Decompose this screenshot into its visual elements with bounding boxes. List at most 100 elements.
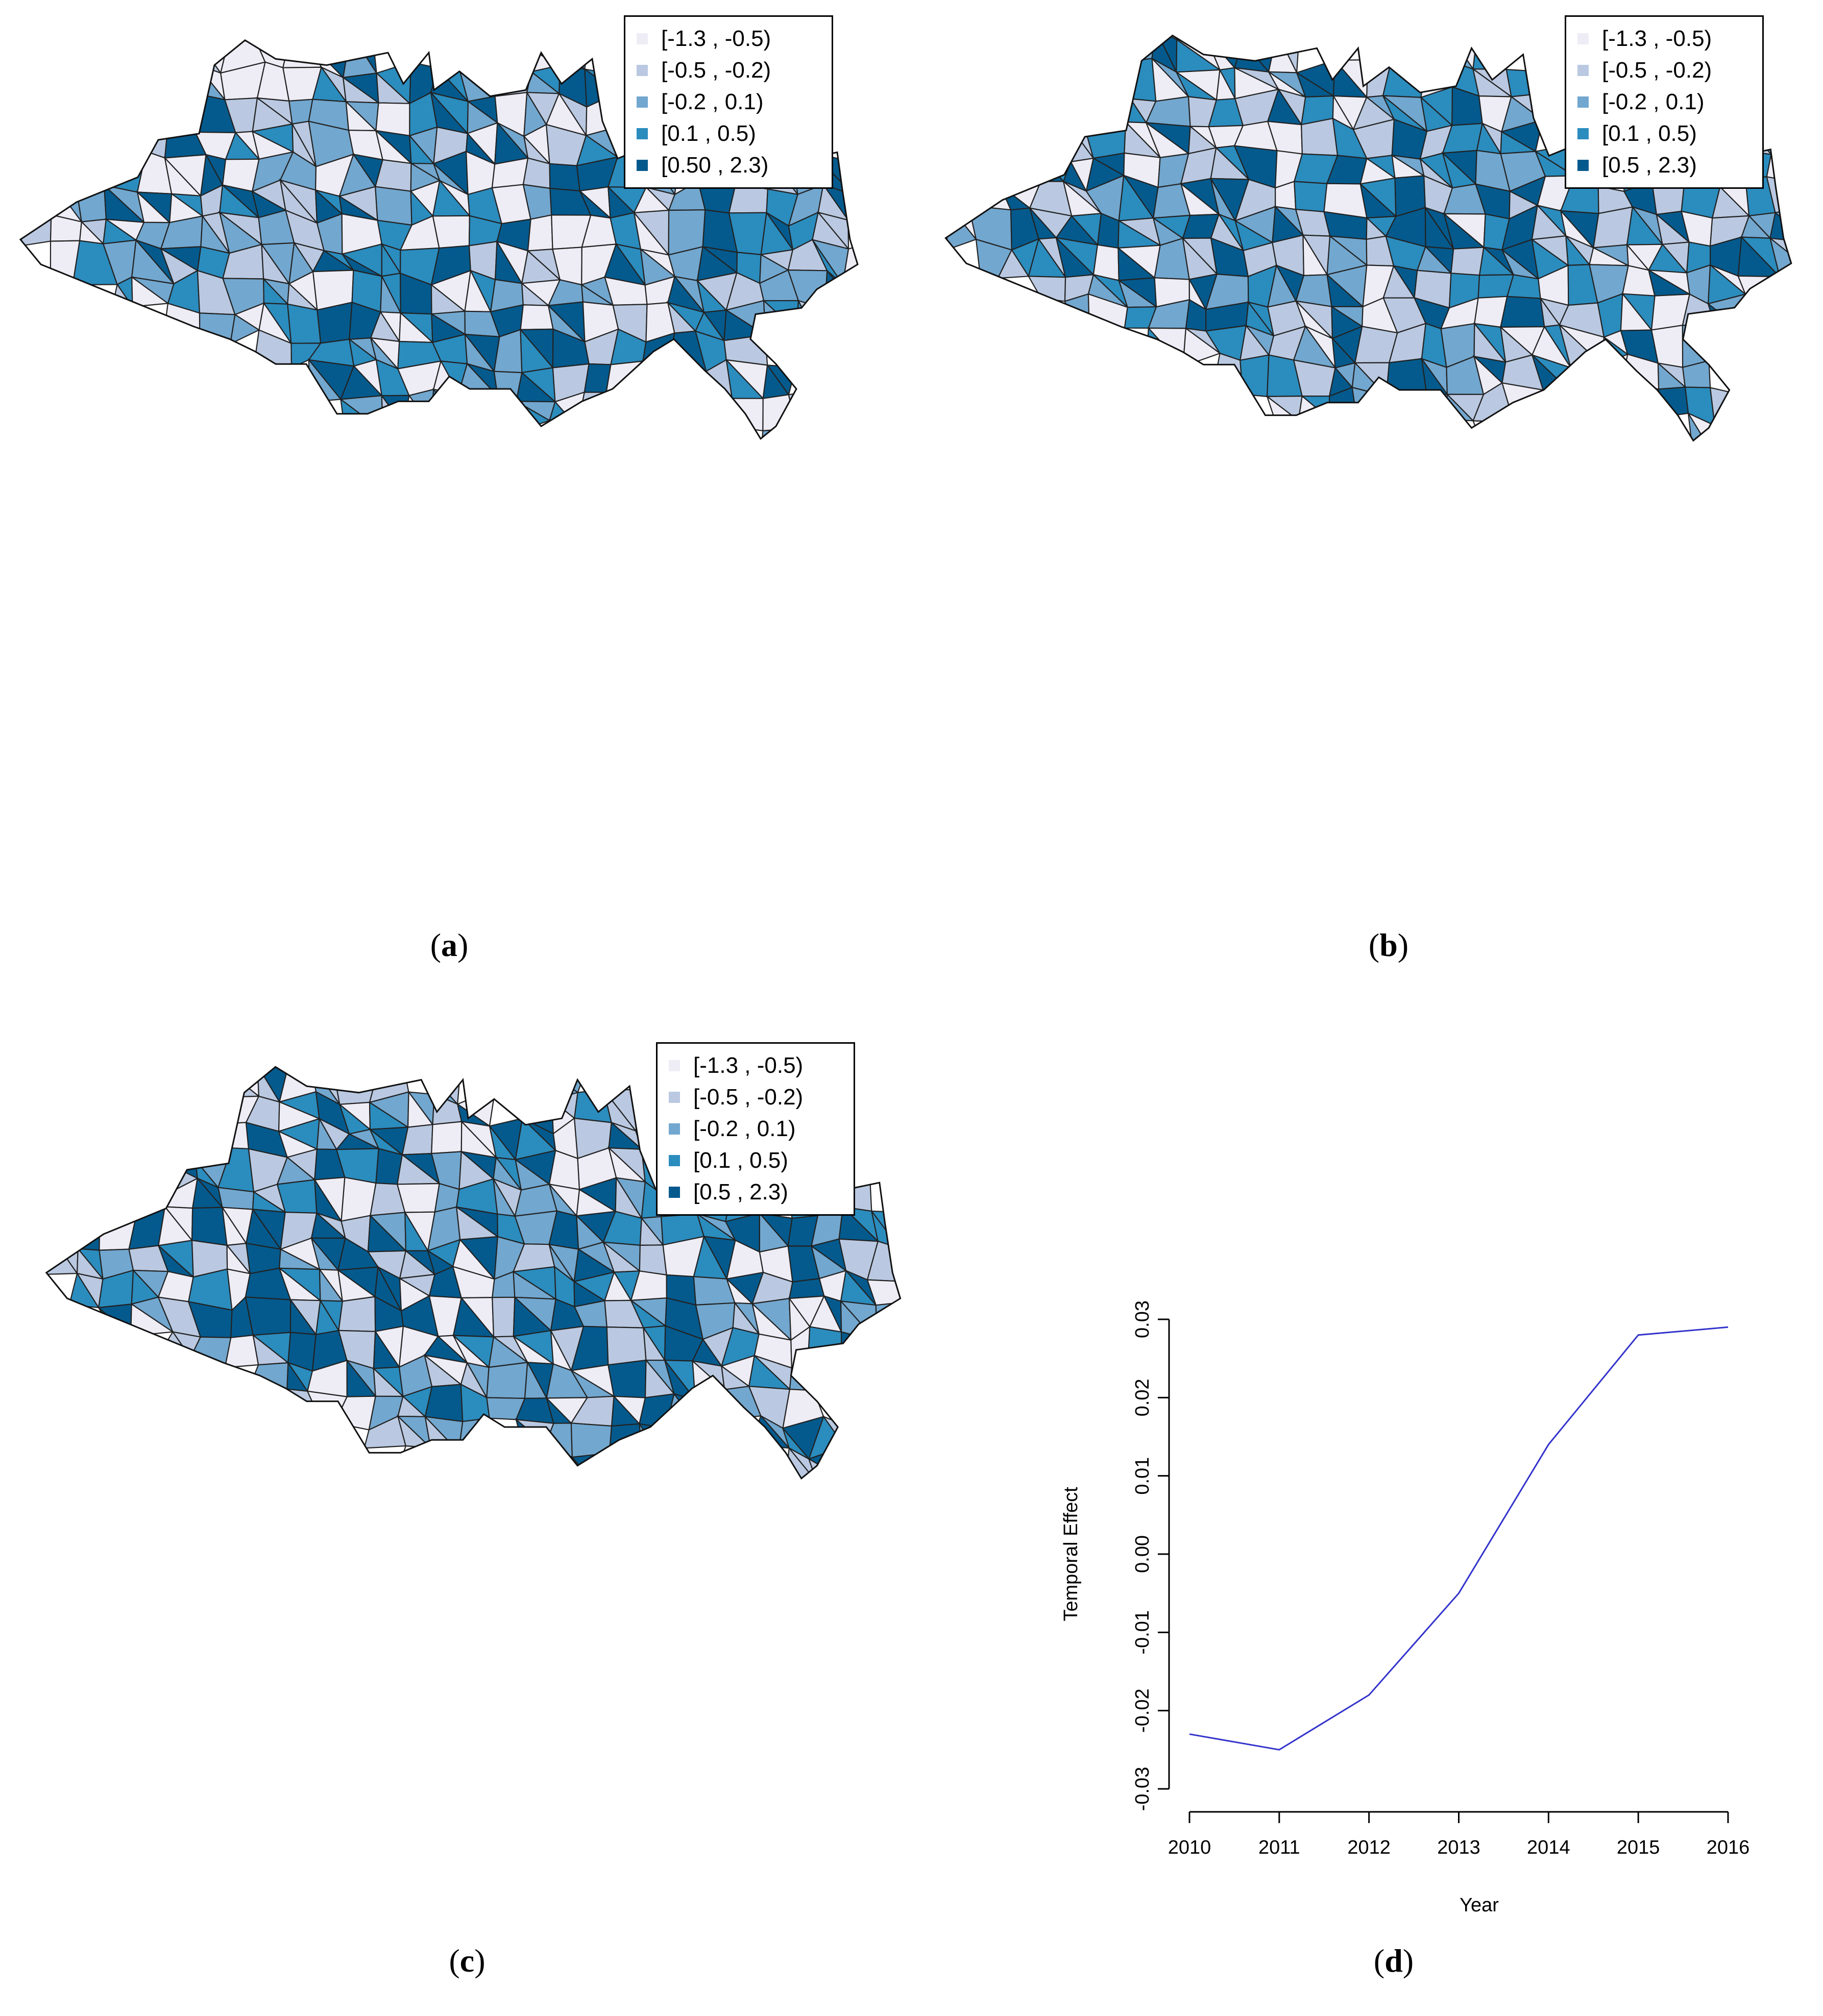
y-tick-label: 0.02 [1132,1379,1153,1416]
caption-letter: d [1384,1943,1403,1979]
map-region [229,313,260,345]
map-region [642,359,671,402]
legend-swatch [1577,65,1589,76]
x-tick-label: 2014 [1527,1837,1570,1858]
legend-swatch [1577,160,1589,171]
x-tick-label: 2016 [1707,1837,1750,1858]
map-region [639,1393,675,1429]
legend-item: [-1.3 , -0.5) [669,1050,842,1081]
legend-item: [0.5 , 2.3) [1577,150,1751,181]
map-region [1445,35,1475,70]
legend-item: [-0.5 , -0.2) [1577,55,1751,86]
map-region [796,298,819,340]
legend-item: [-0.2 , 0.1) [637,86,820,118]
legend-swatch [637,65,648,76]
map-region [571,1452,615,1479]
map-region [1593,206,1634,249]
y-tick-label: 0.00 [1132,1535,1153,1573]
y-tick-label: 0.01 [1132,1457,1153,1495]
map-region [1658,386,1689,418]
map-region [1301,117,1339,156]
map-region [584,68,619,108]
map-region [1744,293,1776,337]
caption-b: (b) [1368,927,1409,963]
legend-swatch [669,1092,680,1103]
map-region [1506,274,1541,299]
series-line [1189,1326,1729,1751]
x-tick-label: 2012 [1347,1837,1391,1858]
legend-swatch [637,33,648,44]
map-region [527,214,553,252]
legend-item: [-1.3 , -0.5) [1577,23,1751,55]
map-region [486,1362,528,1399]
map-region [1769,211,1791,243]
legend-c: [-1.3 , -0.5) [-0.5 , -0.2) [-0.2 , 0.1)… [656,1042,855,1216]
map-region [432,215,471,249]
x-tick-label: 2011 [1258,1837,1300,1858]
map-region [875,1301,901,1342]
map-region [1085,121,1127,159]
map-region [1688,413,1712,441]
legend-swatch [1577,33,1589,44]
legend-swatch [669,1155,680,1166]
map-region [639,1244,667,1276]
map-region [607,1359,647,1398]
legend-label: [-0.5 , -0.2) [693,1085,804,1110]
legend-item: [0.1 , 0.5) [669,1145,842,1176]
map-region [97,1303,132,1337]
map-region [968,175,1012,211]
map-region [1239,354,1270,398]
map-region [548,419,585,439]
caption-d: (d) [1373,1943,1414,1979]
map-region [544,40,590,70]
map-region [1533,389,1576,428]
map-region [996,249,1030,279]
map-region [1769,154,1791,185]
legend-item: [0.1 , 0.5) [1577,118,1751,150]
map-region [641,360,671,404]
caption-letter: c [459,1943,475,1979]
map-region [1116,35,1156,63]
caption-c: (c) [449,1943,485,1979]
map-region [1212,352,1244,395]
map-region [520,43,562,72]
map-region [424,1384,464,1422]
legend-label: [-0.2 , 0.1) [693,1116,796,1141]
map-region [249,1362,289,1390]
legend-swatch [1577,96,1589,108]
map-region [141,122,169,159]
map-region [380,395,410,428]
legend-item: [-0.5 , -0.2) [637,55,820,86]
legend-item: [0.1 , 0.5) [637,118,820,150]
x-tick-label: 2010 [1168,1837,1211,1858]
map-region [223,1067,260,1098]
map-region [245,1296,291,1336]
map-region [606,1326,647,1366]
panel-b: [-1.3 , -0.5) [-0.5 , -0.2) [-0.2 , 0.1)… [939,0,1823,1000]
caption-a: (a) [430,927,469,963]
map-region [394,1445,431,1479]
map-region [1367,35,1390,69]
map-region [317,302,353,344]
map-region [545,40,587,70]
map-region [342,40,378,79]
map-region [1505,68,1540,97]
map-region [396,1183,440,1213]
map-region [548,420,585,439]
map-region [840,1331,878,1371]
map-region [195,40,223,75]
panel-a: [-1.3 , -0.5) [-0.5 , -0.2) [-0.2 , 0.1)… [0,0,888,1000]
map-region [191,1207,228,1246]
map-region [131,276,169,308]
map-region [375,186,412,226]
legend-label: [0.5 , 2.3) [693,1179,788,1204]
map-region [576,391,617,428]
y-tick-label: -0.01 [1132,1610,1153,1655]
legend-label: [0.5 , 2.3) [1602,153,1697,178]
legend-swatch [637,160,648,171]
map-region [639,1423,662,1459]
legend-item: [0.50 , 2.3) [637,150,820,181]
legend-label: [-0.2 , 0.1) [661,89,764,114]
map-boundary [19,39,859,440]
map-region [549,163,581,192]
